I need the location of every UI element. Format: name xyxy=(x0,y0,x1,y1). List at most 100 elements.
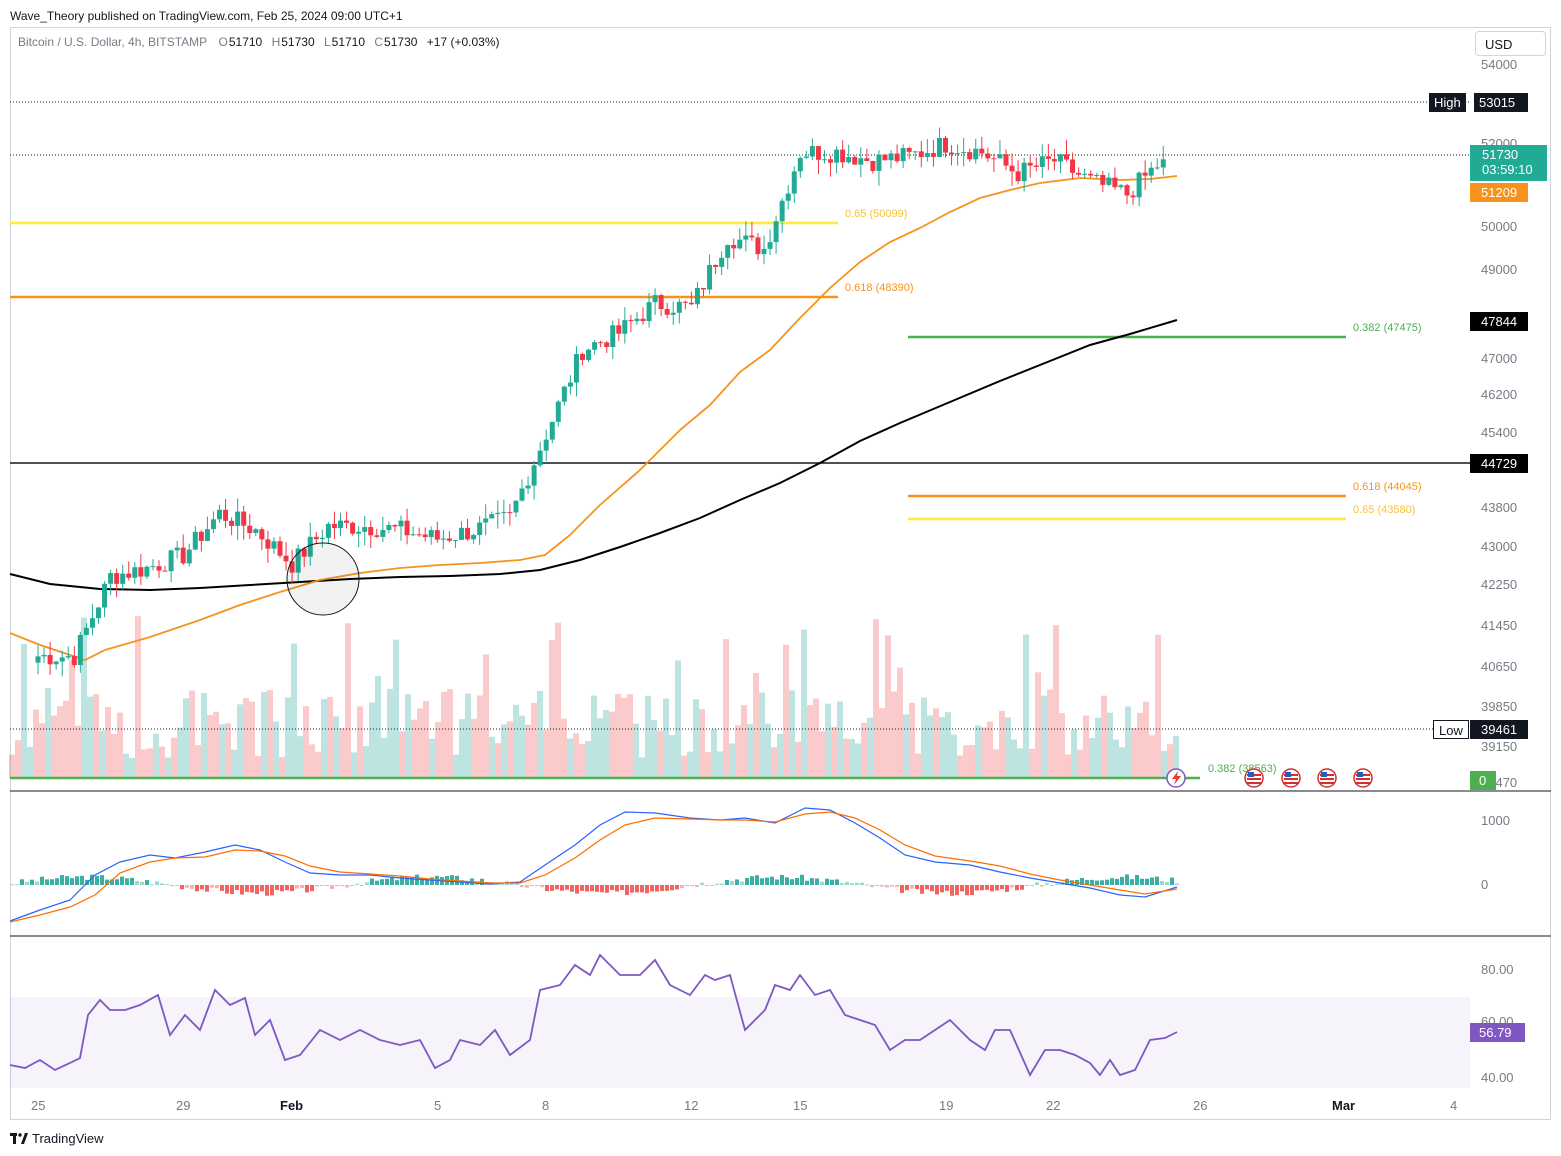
macd-bar xyxy=(1160,881,1164,885)
x-tick: 5 xyxy=(434,1098,441,1113)
macd-bar xyxy=(355,883,359,885)
macd-bar xyxy=(120,876,124,885)
volume-bar xyxy=(615,693,621,778)
macd-bar xyxy=(1085,879,1089,885)
volume-bar xyxy=(327,696,333,778)
candle-body xyxy=(519,488,525,501)
y-tick: 40650 xyxy=(1481,659,1517,674)
volume-bar xyxy=(225,723,231,778)
volume-bar xyxy=(255,755,261,778)
candle-body xyxy=(210,519,216,530)
macd-bar xyxy=(1000,885,1004,890)
candle-body xyxy=(955,153,961,155)
candle-body xyxy=(138,567,144,577)
candles-group xyxy=(35,127,1166,677)
y-tick: 43000 xyxy=(1481,539,1517,554)
currency-button[interactable]: USD xyxy=(1475,31,1546,56)
macd-bar xyxy=(885,885,889,888)
candle-body xyxy=(664,309,670,315)
candle-body xyxy=(483,518,489,523)
candle-body xyxy=(319,537,325,540)
macd-bar xyxy=(145,880,149,885)
volume-bar xyxy=(747,724,753,778)
macd-bar xyxy=(760,878,764,885)
candle-body xyxy=(537,450,543,466)
candle-body xyxy=(1027,162,1033,166)
candle-body xyxy=(1045,156,1051,159)
volume-bar xyxy=(1023,634,1029,778)
macd-bar xyxy=(810,878,814,885)
macd-bar xyxy=(900,885,904,893)
volume-bar xyxy=(891,691,897,778)
macd-bar xyxy=(745,877,749,885)
macd-bar xyxy=(15,884,19,886)
volume-bar xyxy=(153,733,159,778)
volume-bar xyxy=(873,619,879,778)
volume-bar xyxy=(567,738,573,778)
macd-bar xyxy=(935,885,939,895)
candle-body xyxy=(229,520,235,526)
volume-bar xyxy=(543,729,549,778)
macd-bar xyxy=(1165,881,1169,885)
macd-bar xyxy=(985,885,989,890)
volume-bar xyxy=(735,725,741,778)
macd-bar xyxy=(1150,877,1154,885)
macd-bar xyxy=(940,885,944,893)
volume-bar xyxy=(423,701,429,778)
macd-bar xyxy=(930,885,934,892)
volume-bar xyxy=(711,729,717,778)
volume-bar xyxy=(801,629,807,778)
candle-body xyxy=(446,538,452,541)
high-value: 51730 xyxy=(281,35,315,49)
candle-body xyxy=(652,295,658,303)
volume-bar xyxy=(1131,728,1137,778)
candle-body xyxy=(979,148,985,154)
candle-body xyxy=(834,149,840,163)
volume-bar xyxy=(1101,695,1107,778)
macd-bar xyxy=(250,885,254,893)
candle-body xyxy=(265,539,271,549)
candle-body xyxy=(882,154,888,161)
macd-bar xyxy=(20,879,24,885)
macd-bar xyxy=(220,885,224,891)
y-tick: 50000 xyxy=(1481,219,1517,234)
macd-bar xyxy=(740,881,744,885)
y-tick: 49000 xyxy=(1481,262,1517,277)
volume-bar xyxy=(1011,739,1017,778)
last-price-value: 51730 xyxy=(1482,147,1519,162)
macd-bar xyxy=(735,879,739,885)
rsi-line xyxy=(9,953,1178,1077)
macd-bar xyxy=(335,885,339,887)
volume-bar xyxy=(849,739,855,778)
macd-bar xyxy=(1095,880,1099,885)
tradingview-footer[interactable]: TradingView xyxy=(10,1131,104,1146)
candle-body xyxy=(876,154,882,171)
macd-bar xyxy=(1090,879,1094,885)
macd-bar xyxy=(615,885,619,892)
volume-bar xyxy=(321,698,327,778)
volume-bar xyxy=(975,725,981,778)
macd-bar xyxy=(1120,876,1124,885)
candle-body xyxy=(1039,156,1045,167)
candle-body xyxy=(471,535,477,540)
candle-body xyxy=(77,634,83,666)
candle-body xyxy=(864,158,870,161)
candle-body xyxy=(247,525,253,534)
candle-body xyxy=(198,531,204,541)
macd-bar xyxy=(500,884,504,886)
candle-body xyxy=(610,325,616,348)
volume-bar xyxy=(219,724,225,778)
macd-bar xyxy=(1110,878,1114,885)
macd-bar xyxy=(855,882,859,885)
x-tick: 8 xyxy=(542,1098,549,1113)
signal-line xyxy=(9,811,1178,923)
candle-body xyxy=(362,527,368,532)
candle-body xyxy=(573,354,579,383)
candle-body xyxy=(543,439,549,451)
volume-bar xyxy=(171,737,177,778)
volume-bar xyxy=(939,716,945,778)
volume-bar xyxy=(927,715,933,778)
candle-body xyxy=(253,529,259,534)
candle-body xyxy=(289,561,295,573)
